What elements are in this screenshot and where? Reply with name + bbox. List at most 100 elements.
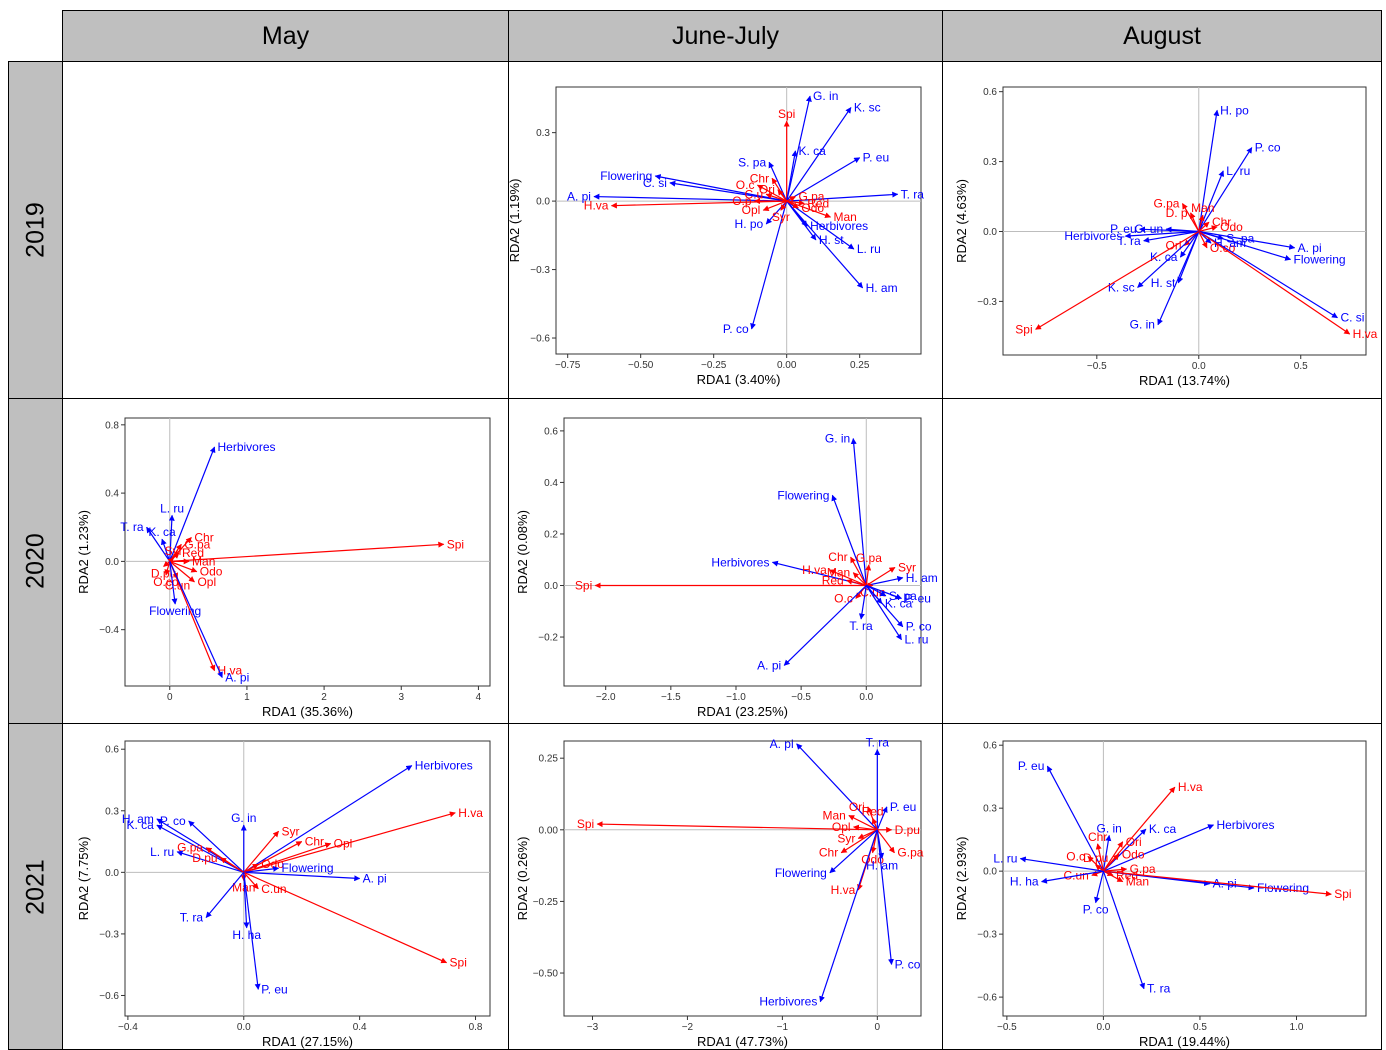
x-tick-label: −0.25 [701,360,727,371]
rda-vector-label: P. co [906,620,932,634]
rda-vector-label: Chr [819,846,838,860]
rda-vector-arrow [156,824,245,873]
rda-vector-label: G. in [231,811,256,825]
rda-vector-label: H. po [735,217,764,231]
y-tick-label: −0.6 [977,993,997,1004]
rda-vector-arrow [786,196,796,202]
column-header-august: August [942,10,1382,62]
rda-vector-arrow [1124,230,1199,239]
rda-vector-arrow [243,871,448,964]
y-axis-label: RDA2 (4.63%) [954,179,969,263]
rda-vector-arrow [1198,109,1220,232]
rda-vector-arrow [169,561,223,679]
rda-vector-arrow [176,850,244,873]
rda-vector-arrow [777,189,788,202]
y-tick-label: 0.3 [983,157,997,168]
rda-vector-label: A. pi [363,872,387,886]
y-tick-label: −0.6 [530,334,550,345]
y-tick-label: 0.0 [983,867,997,878]
column-header-may: May [62,10,509,62]
rda-vector-label: Opl [197,575,216,589]
rda-vector-label: Chr [828,550,847,564]
rda-vector-label: K. sc [1108,280,1135,294]
y-tick-label: 0.3 [105,806,119,817]
x-tick-label: 0.00 [777,360,797,371]
rda-vector-label: D.pu [895,823,920,837]
rda-vector-label: H. am [866,858,898,872]
rda-vector-arrow [786,107,852,202]
rda-vector-label: Syr [837,831,855,845]
rda-vector-arrow [1198,225,1218,233]
rda-vector-label: T. ra [901,187,925,201]
rda-vector-arrow [852,824,878,831]
rda-vector-arrow [169,560,195,583]
rda-vector-label: H. st [1151,276,1176,290]
rda-vector-arrow [786,200,855,250]
rda-vector-label: P. co [160,814,186,828]
column-header-label: August [1123,21,1201,50]
x-tick-label: 0 [167,692,173,703]
rda-vector-arrow [1094,871,1104,904]
rda-vector-label: Spi [1334,887,1351,901]
column-header-label: June-July [672,21,779,50]
rda-vector-arrow [786,157,861,202]
rda-vector-label: T. ra [849,619,873,633]
rda-vector-label: Chr [1088,830,1107,844]
rda-vector-arrow [596,821,878,831]
rda-vector-label: Flowering [282,861,334,875]
rda-vector-label: Herbivores [1216,818,1274,832]
x-tick-label: 0.5 [1193,1022,1207,1033]
plot-panel [555,86,922,355]
rda-vector-arrow [786,200,864,289]
rda-vector-arrow [243,872,261,990]
rda-vector-label: D.pu [192,851,217,865]
plot-panel [563,417,922,687]
rda-vector-label: G.pa [1153,197,1179,211]
rda-vector-label: G.pa [1130,862,1156,876]
y-tick-label: −0.4 [99,625,119,636]
rda-vector-arrow [1095,843,1104,872]
rda-vector-label: Flowering [775,866,827,880]
rda-vector-arrow [1041,870,1104,884]
rda-vector-label: Red [822,573,844,587]
rda-vector-label: Odo [200,565,223,579]
rda-vector-label: L. ru [1226,164,1250,178]
x-axis-label: RDA1 (23.25%) [697,704,788,719]
x-axis-label: RDA1 (19.44%) [1139,1034,1230,1049]
y-axis-label: RDA2 (1.19%) [507,179,522,263]
row-header-2021: 2021 [8,723,63,1050]
y-tick-label: −0.3 [530,265,550,276]
rda-vector-label: A. pi [757,658,781,672]
rda-vector-label: H.va [584,199,609,213]
rda-vector-arrow [205,871,245,918]
rda-vector-label: G. in [1097,821,1122,835]
rda-vector-label: H. po [1220,103,1249,117]
rda-vector-label: Spi [450,956,467,970]
rda-vector-arrow [783,585,867,666]
rda-vector-label: H. st [819,233,844,247]
rda-vector-label: Spi [447,537,464,551]
rda-vector-arrow [786,199,805,206]
rda-vector-label: H.va [802,563,827,577]
rda-vector-arrow [858,585,867,620]
rda-vector-label: P. eu [890,800,916,814]
rda-vector-label: A. pi [770,737,794,751]
y-tick-label: 0.8 [105,420,119,431]
rda-vector-label: K. ca [1150,250,1178,264]
rda-vector-label: Spi [577,817,594,831]
rda-vector-arrow [1198,230,1338,319]
rda-vector-arrow [1198,230,1351,335]
rda-vector-label: Herbivores [759,995,817,1009]
rda-vector-label: Red [807,196,829,210]
rda-vector-label: H. ha [1010,875,1039,889]
rda-vector-label: Flowering [600,169,652,183]
rda-vector-arrow [169,561,216,672]
rda-vector-label: Ori [1126,835,1142,849]
x-tick-label: −2.0 [596,692,616,703]
x-tick-label: 2 [321,692,327,703]
y-tick-label: −0.3 [977,930,997,941]
rda-vector-label: P. co [723,322,749,336]
y-axis-label: RDA2 (0.08%) [515,510,530,594]
